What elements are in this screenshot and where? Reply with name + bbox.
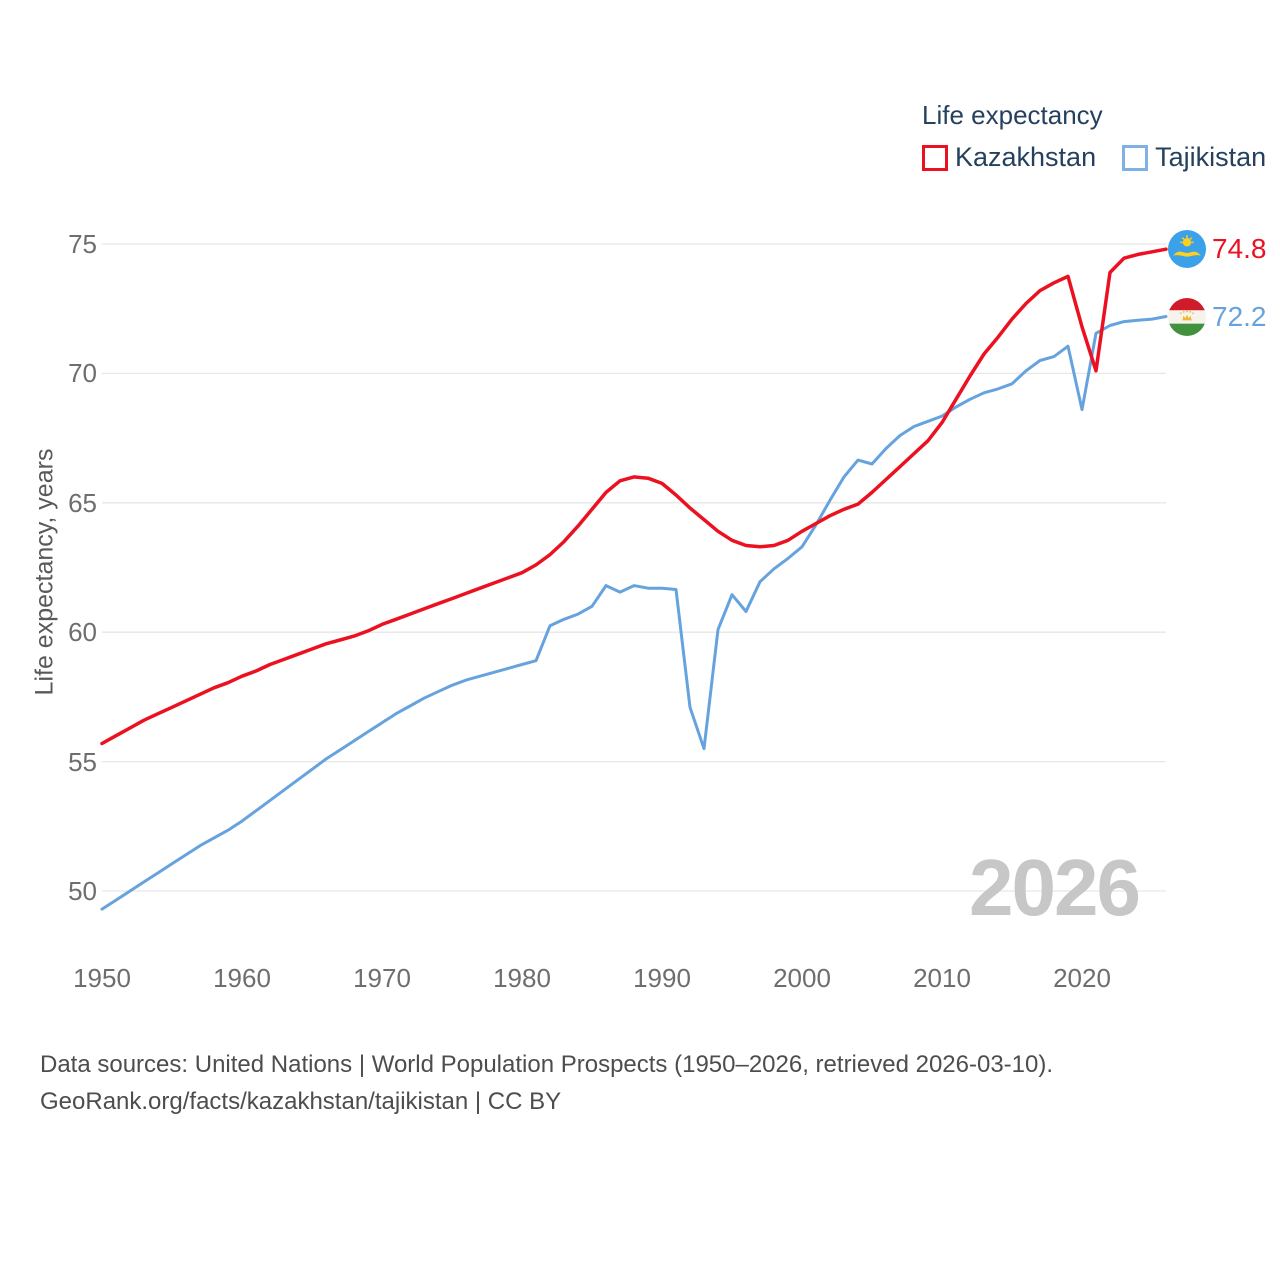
tajikistan-legend-swatch[interactable] <box>1122 144 1149 171</box>
y-tick-55: 55 <box>68 747 97 777</box>
y-axis-title: Life expectancy, years <box>30 448 59 696</box>
gridlines <box>102 243 1166 892</box>
legend: Life expectancy Kazakhstan Tajikistan <box>922 99 1266 173</box>
tajikistan-end-label: 72.2 <box>1168 298 1267 336</box>
legend-item-kazakhstan[interactable]: Kazakhstan <box>955 142 1097 172</box>
y-tick-75: 75 <box>68 229 97 259</box>
y-tick-70: 70 <box>68 358 97 388</box>
x-tick-2010: 2010 <box>913 963 971 993</box>
kazakhstan-flag-icon <box>1168 230 1206 268</box>
y-tick-50: 50 <box>68 876 97 906</box>
year-watermark: 2026 <box>969 843 1141 932</box>
legend-item-tajikistan[interactable]: Tajikistan <box>1155 142 1267 172</box>
x-tick-1990: 1990 <box>633 963 691 993</box>
kazakhstan-legend-swatch[interactable] <box>922 144 948 171</box>
x-tick-1950: 1950 <box>73 963 131 993</box>
y-tick-60: 60 <box>68 617 97 647</box>
x-tick-2000: 2000 <box>773 963 831 993</box>
x-tick-2020: 2020 <box>1053 963 1111 993</box>
tajikistan-end-value: 72.2 <box>1212 301 1267 332</box>
kazakhstan-end-value: 74.8 <box>1212 233 1267 264</box>
data-sources: Data sources: United Nations | World Pop… <box>40 1046 1240 1120</box>
y-tick-65: 65 <box>68 488 97 518</box>
tajikistan-flag-icon <box>1168 298 1206 336</box>
kazakhstan-end-label: 74.8 <box>1168 230 1267 268</box>
data-sources-line1: Data sources: United Nations | World Pop… <box>40 1051 1054 1078</box>
x-tick-1970: 1970 <box>353 963 411 993</box>
kazakhstan-line[interactable] <box>100 247 1168 746</box>
legend-title: Life expectancy <box>922 100 1103 130</box>
data-sources-line2: GeoRank.org/facts/kazakhstan/tajikistan … <box>40 1088 562 1115</box>
x-tick-1980: 1980 <box>493 963 551 993</box>
tajikistan-line[interactable] <box>100 315 1168 911</box>
x-tick-1960: 1960 <box>213 963 271 993</box>
